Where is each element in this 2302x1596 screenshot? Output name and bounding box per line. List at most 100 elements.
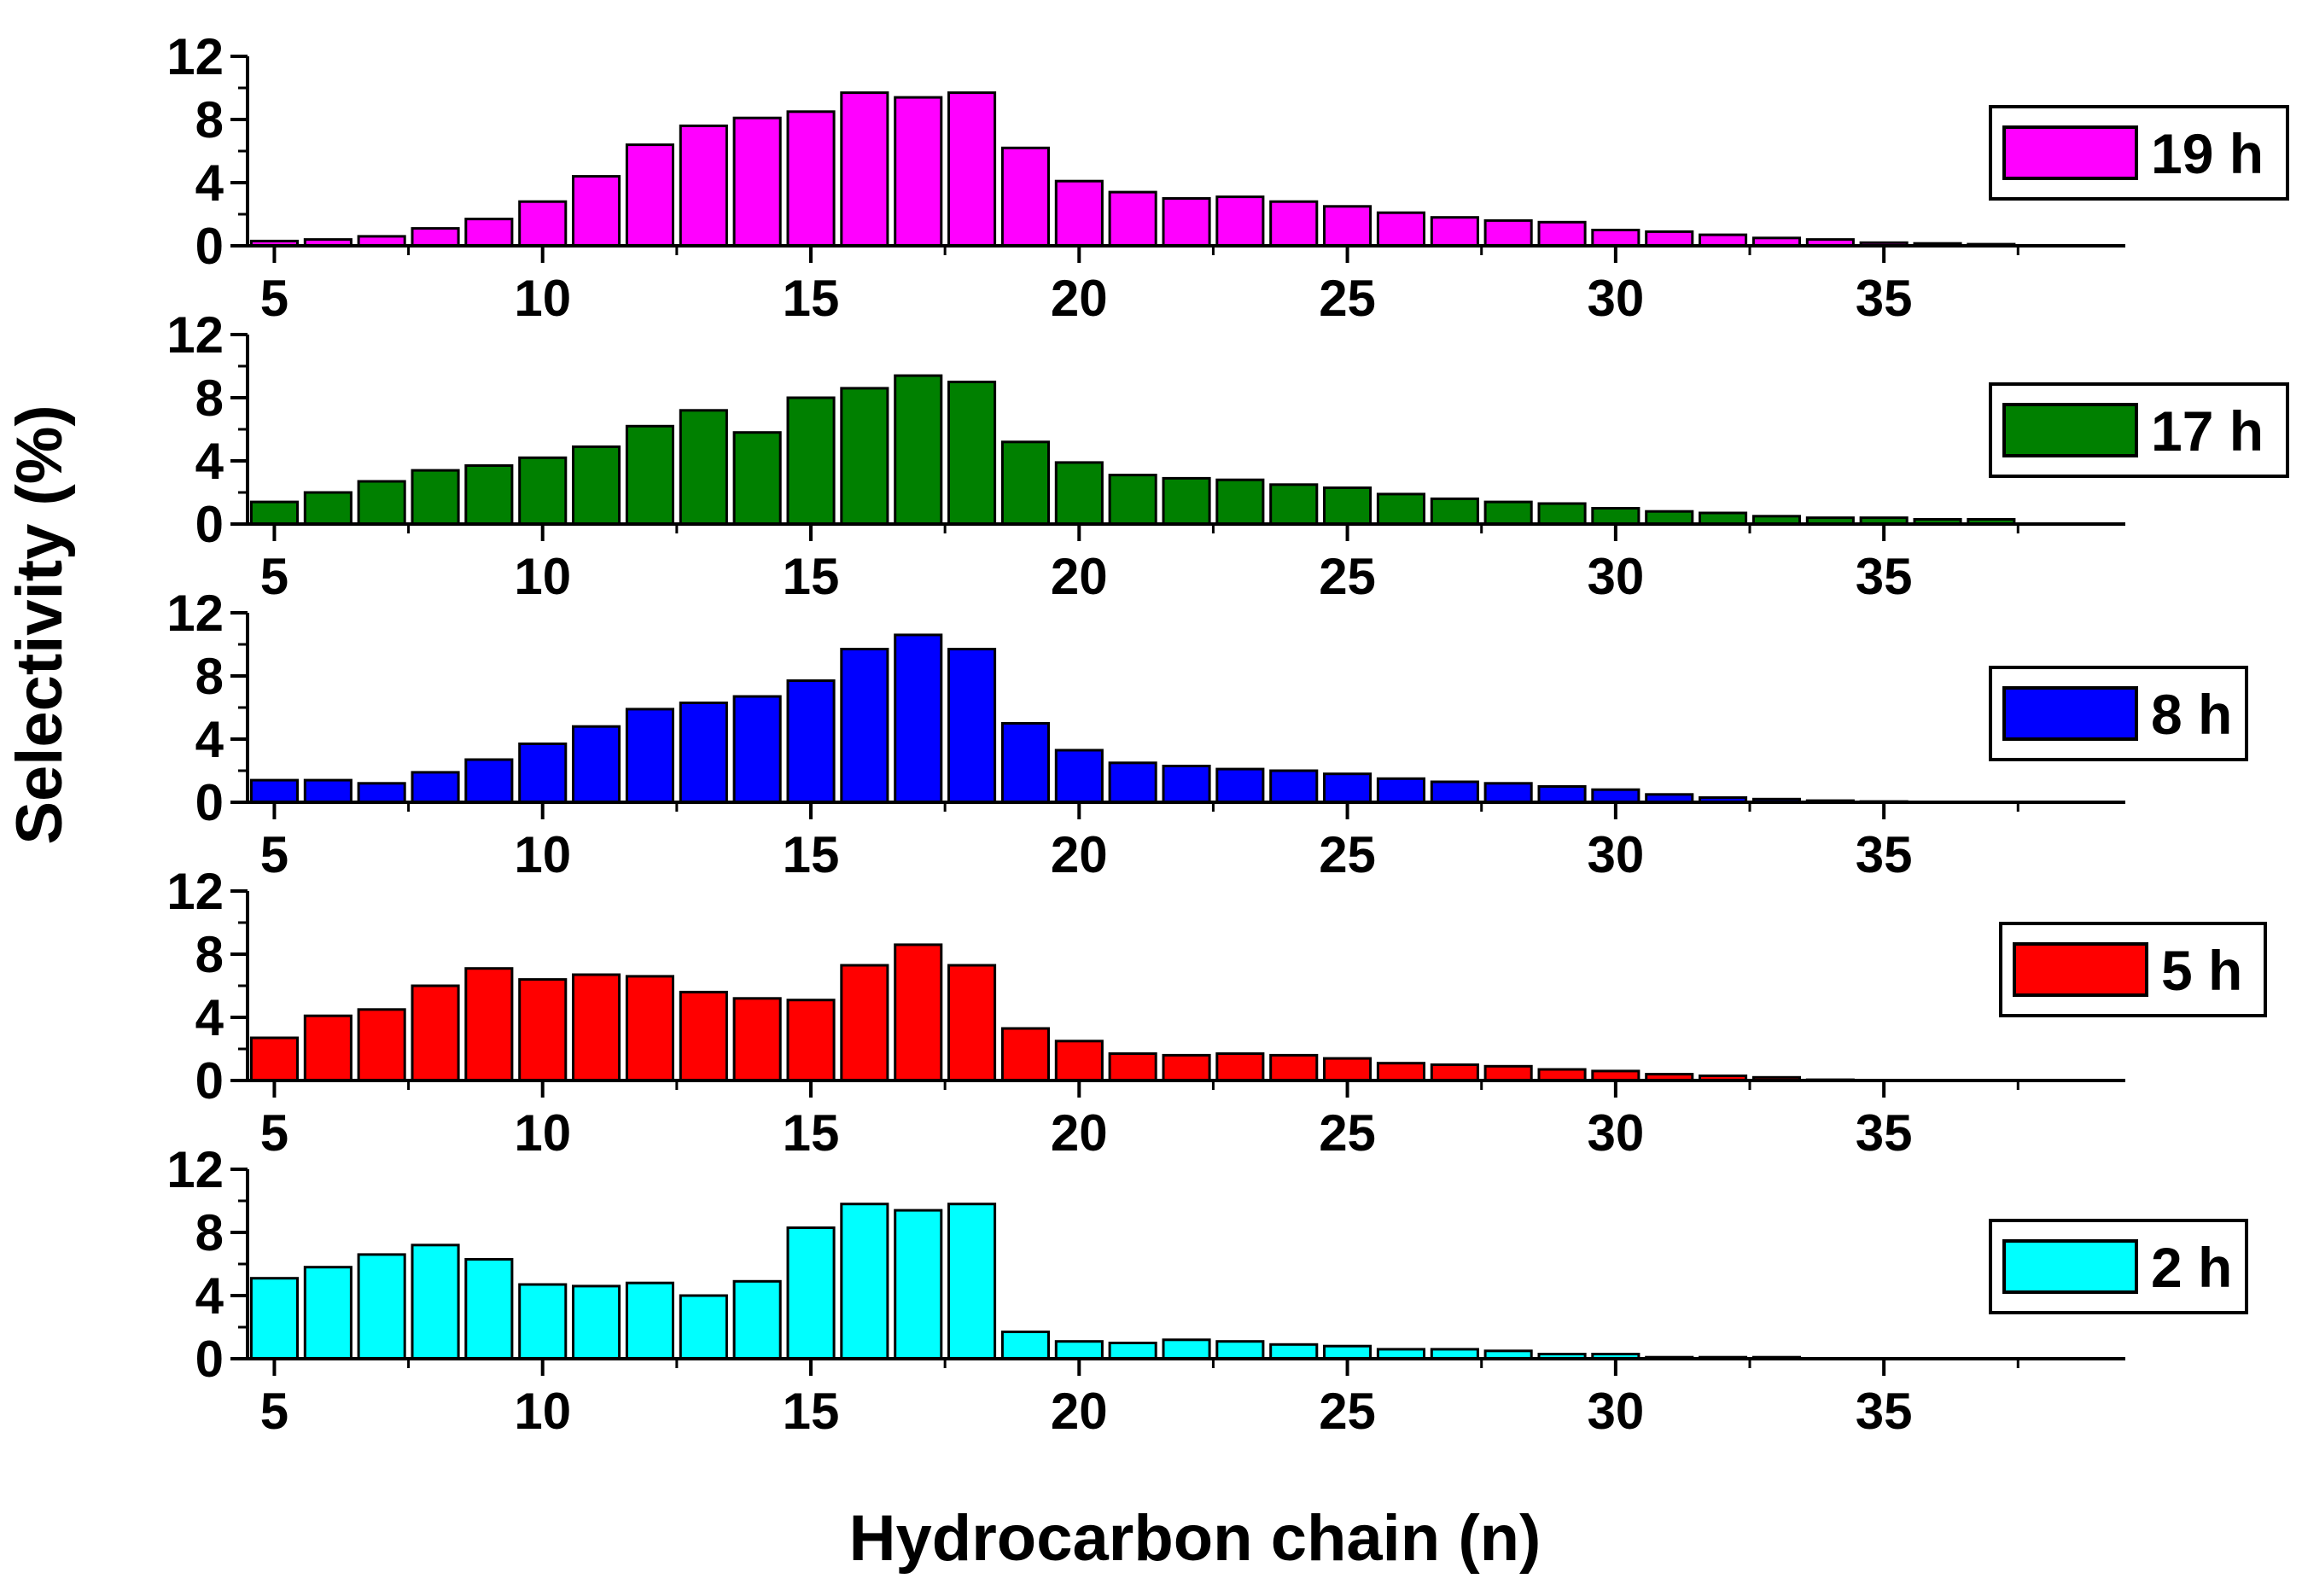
bar-19h-n31 — [1645, 230, 1694, 248]
bar-17h-n24 — [1269, 483, 1319, 526]
bar-8h-n30 — [1591, 788, 1641, 804]
x-tick-label: 10 — [514, 826, 571, 883]
x-tick-label: 10 — [514, 1383, 571, 1440]
y-tick-label: 4 — [195, 154, 224, 212]
bar-5h-n20 — [1054, 1040, 1104, 1082]
bar-8h-n24 — [1269, 769, 1319, 804]
bar-17h-n10 — [518, 456, 568, 526]
x-tick-label: 15 — [783, 1104, 840, 1162]
y-tick-label: 12 — [166, 1141, 224, 1198]
bar-19h-n29 — [1537, 220, 1587, 248]
bar-2h-n7 — [357, 1253, 406, 1360]
bar-8h-n27 — [1430, 780, 1479, 804]
legend-label-17h: 17 h — [2151, 399, 2264, 463]
y-tick-label: 0 — [195, 1052, 224, 1110]
bar-2h-n18 — [947, 1203, 997, 1360]
y-tick-label: 12 — [166, 585, 224, 642]
legend-swatch-8h — [2002, 686, 2138, 741]
y-tick-label: 0 — [195, 774, 224, 831]
bar-19h-n15 — [786, 110, 836, 248]
bar-17h-n29 — [1537, 502, 1587, 526]
bar-8h-n23 — [1215, 767, 1265, 804]
bar-5h-n6 — [303, 1014, 353, 1082]
bar-17h-n15 — [786, 396, 836, 526]
bar-2h-n25 — [1323, 1344, 1372, 1360]
bar-2h-n15 — [786, 1226, 836, 1360]
x-tick-label: 10 — [514, 548, 571, 605]
x-tick-label: 25 — [1319, 270, 1376, 327]
bar-19h-n20 — [1054, 179, 1104, 248]
bar-8h-n15 — [786, 679, 836, 804]
bar-17h-n18 — [947, 381, 997, 526]
x-tick-label: 35 — [1856, 1104, 1913, 1162]
x-tick-label: 20 — [1051, 826, 1108, 883]
x-tick-label: 20 — [1051, 1104, 1108, 1162]
bar-19h-n12 — [625, 143, 675, 248]
x-tick-label: 25 — [1319, 548, 1376, 605]
y-tick-label: 8 — [195, 91, 224, 149]
bar-8h-n11 — [572, 725, 621, 804]
bar-8h-n5 — [249, 778, 299, 804]
bar-8h-n21 — [1108, 761, 1157, 804]
bar-19h-n14 — [732, 116, 782, 248]
bar-5h-n16 — [840, 964, 889, 1082]
y-tick-label: 4 — [195, 711, 224, 768]
bar-2h-n24 — [1269, 1343, 1319, 1360]
y-tick-label: 8 — [195, 648, 224, 705]
y-axis-title: Selectivity (%) — [3, 405, 76, 844]
bar-19h-n28 — [1483, 218, 1533, 248]
legend-label-5h: 5 h — [2161, 939, 2242, 1002]
y-tick-label: 8 — [195, 926, 224, 983]
bar-5h-n17 — [894, 943, 943, 1082]
bar-5h-n15 — [786, 999, 836, 1082]
bar-19h-n16 — [840, 91, 889, 248]
bar-8h-n13 — [679, 702, 728, 804]
x-tick-label: 30 — [1587, 548, 1644, 605]
legend-label-8h: 8 h — [2151, 683, 2232, 746]
legend-label-2h: 2 h — [2151, 1236, 2232, 1299]
bar-17h-n28 — [1483, 500, 1533, 526]
bar-17h-n6 — [303, 491, 353, 526]
bar-17h-n8 — [411, 469, 460, 526]
x-tick-label: 15 — [783, 270, 840, 327]
bar-2h-n23 — [1215, 1340, 1265, 1360]
bar-17h-n17 — [894, 374, 943, 526]
x-tick-label: 25 — [1319, 826, 1376, 883]
bar-5h-n19 — [1000, 1027, 1051, 1082]
x-tick-label: 5 — [260, 1104, 288, 1162]
bar-5h-n14 — [732, 997, 782, 1082]
bar-19h-n27 — [1430, 216, 1479, 248]
bar-8h-n19 — [1000, 722, 1051, 804]
bar-19h-n13 — [679, 124, 728, 248]
bar-17h-n5 — [249, 500, 299, 526]
bar-17h-n14 — [732, 431, 782, 526]
bar-8h-n9 — [464, 758, 514, 804]
bar-5h-n23 — [1215, 1052, 1265, 1082]
bar-8h-n8 — [411, 771, 460, 804]
x-tick-label: 20 — [1051, 548, 1108, 605]
bar-17h-n7 — [357, 480, 406, 526]
x-tick-label: 30 — [1587, 1104, 1644, 1162]
x-tick-label: 15 — [783, 1383, 840, 1440]
bar-2h-n6 — [303, 1266, 353, 1360]
x-tick-label: 35 — [1856, 826, 1913, 883]
x-tick-label: 20 — [1051, 270, 1108, 327]
bar-5h-n10 — [518, 978, 568, 1082]
y-tick-label: 8 — [195, 370, 224, 427]
y-tick-label: 4 — [195, 1267, 224, 1325]
bar-2h-n22 — [1162, 1338, 1211, 1360]
bar-8h-n12 — [625, 708, 675, 804]
bar-17h-n16 — [840, 387, 889, 526]
y-tick-label: 4 — [195, 989, 224, 1046]
x-tick-label: 15 — [783, 826, 840, 883]
bar-5h-n7 — [357, 1008, 406, 1082]
y-tick-label: 12 — [166, 306, 224, 364]
bar-8h-n22 — [1162, 765, 1211, 804]
bar-2h-n20 — [1054, 1340, 1104, 1360]
bar-8h-n29 — [1537, 785, 1587, 804]
x-tick-label: 20 — [1051, 1383, 1108, 1440]
bar-17h-n21 — [1108, 474, 1157, 526]
bar-8h-n16 — [840, 648, 889, 804]
bar-8h-n7 — [357, 782, 406, 804]
